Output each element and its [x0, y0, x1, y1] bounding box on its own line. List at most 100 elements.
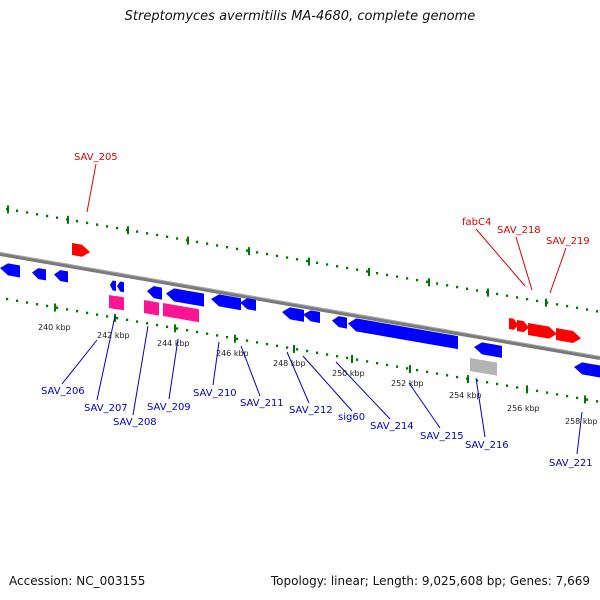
label-leader-line — [576, 411, 583, 455]
ruler-dot — [546, 391, 549, 394]
gene-label-forward[interactable]: SAV_219 — [546, 236, 590, 247]
ruler-dot — [246, 339, 249, 342]
gene-label-reverse[interactable]: SAV_214 — [370, 421, 414, 432]
ruler-dot — [406, 367, 409, 370]
ruler-dot — [16, 299, 19, 302]
ruler-dot — [306, 259, 309, 263]
ruler-dot — [126, 318, 129, 322]
genome-backbone — [0, 252, 600, 360]
ruler-dot — [296, 348, 299, 351]
ruler-dot — [256, 341, 259, 344]
ruler-dot — [226, 245, 229, 249]
gene-label-forward[interactable]: SAV_218 — [497, 225, 541, 236]
ruler-dot — [226, 335, 229, 339]
ruler-dot — [356, 358, 359, 361]
ruler-dot — [106, 225, 109, 228]
ruler-dot — [336, 265, 339, 268]
ruler-dot — [46, 304, 49, 308]
ruler-dot — [266, 342, 269, 346]
gene-feature-forward — [528, 323, 557, 339]
gene-label-reverse[interactable]: SAV_206 — [41, 386, 85, 397]
ruler-dot — [276, 254, 279, 258]
ruler-dot — [386, 363, 389, 367]
gene-features — [0, 243, 600, 378]
ruler-dot — [526, 297, 529, 301]
gene-label-reverse[interactable]: SAV_208 — [113, 417, 157, 428]
gene-label-reverse[interactable]: SAV_221 — [549, 458, 593, 469]
ruler-dot — [26, 211, 29, 214]
gene-feature-reverse — [166, 288, 204, 307]
ruler-dot — [446, 284, 449, 287]
ruler-dot — [356, 268, 359, 271]
ruler-dot — [146, 322, 149, 325]
gene-feature-rna — [144, 300, 159, 316]
kbp-label: 254 kbp — [449, 391, 482, 400]
ruler-dot — [426, 370, 429, 374]
ruler-dot — [286, 256, 289, 259]
gene-feature-rna — [109, 295, 116, 310]
ruler-dot — [486, 381, 489, 384]
ruler-dot — [56, 306, 59, 309]
ruler-dot — [516, 296, 519, 299]
ruler-dot — [136, 230, 139, 233]
gene-feature-reverse — [474, 342, 502, 358]
ruler-dot — [166, 235, 169, 238]
label-leader-line — [86, 163, 97, 213]
ruler-dot — [206, 332, 209, 335]
ruler-dot — [406, 277, 409, 280]
gene-label-reverse[interactable]: SAV_207 — [84, 403, 128, 414]
ruler-dot — [366, 270, 369, 273]
ruler-dot — [286, 346, 289, 349]
genome-title: Streptomyces avermitilis MA-4680, comple… — [124, 9, 476, 24]
ruler-dot — [586, 308, 589, 311]
ruler-dot — [276, 344, 279, 348]
ruler-dot — [566, 394, 569, 398]
gene-feature-reverse — [147, 286, 162, 300]
ruler-dot — [326, 353, 329, 356]
ruler-dot — [66, 308, 69, 311]
ruler-dot — [466, 287, 469, 290]
ruler-dot — [496, 382, 499, 386]
gene-label-forward[interactable]: SAV_205 — [74, 152, 118, 163]
ruler-dot — [336, 355, 339, 358]
ruler-dot — [396, 275, 399, 278]
ruler-dot — [236, 337, 239, 341]
gene-label-reverse[interactable]: SAV_215 — [420, 431, 464, 442]
label-leader-line — [549, 247, 567, 294]
ruler-dot — [216, 244, 219, 247]
ruler-dot — [536, 299, 539, 303]
ruler-dot — [76, 309, 79, 313]
ruler-dot — [346, 266, 349, 270]
ruler-dot — [366, 360, 369, 363]
gene-feature-reverse — [0, 263, 20, 278]
gene-label-reverse[interactable]: SAV_210 — [193, 388, 237, 399]
label-leader-line — [302, 355, 353, 412]
ruler-dot — [166, 325, 169, 328]
label-leader-line — [96, 315, 116, 401]
gene-label-reverse[interactable]: sig60 — [338, 412, 365, 423]
ruler-dot — [296, 258, 299, 261]
ruler-dot — [596, 400, 599, 403]
ruler-dot — [76, 219, 79, 223]
gene-label-reverse[interactable]: SAV_209 — [147, 402, 191, 413]
gene-feature-reverse — [110, 280, 116, 292]
ruler-dot — [576, 306, 579, 310]
gene-feature-reverse — [332, 316, 347, 329]
topology-text: Topology: linear; Length: 9,025,608 bp; … — [270, 574, 590, 588]
ruler-dot — [516, 386, 519, 389]
gene-label-reverse[interactable]: SAV_212 — [289, 405, 333, 416]
gene-feature-reverse — [240, 298, 256, 311]
gene-label-reverse[interactable]: SAV_216 — [465, 440, 509, 451]
gene-label-reverse[interactable]: SAV_211 — [240, 398, 284, 409]
ruler-dot — [566, 304, 569, 308]
kbp-label: 252 kbp — [391, 379, 424, 388]
gene-feature-reverse — [282, 307, 304, 322]
gene-label-forward[interactable]: fabC4 — [462, 217, 491, 228]
kbp-label: 248 kbp — [273, 359, 306, 368]
ruler-dot — [156, 233, 159, 237]
ruler-dot — [196, 330, 199, 334]
ruler-dot — [96, 223, 99, 226]
gene-feature-reverse — [32, 268, 46, 281]
ruler-dot — [376, 361, 379, 365]
kbp-label: 258 kbp — [565, 417, 598, 426]
